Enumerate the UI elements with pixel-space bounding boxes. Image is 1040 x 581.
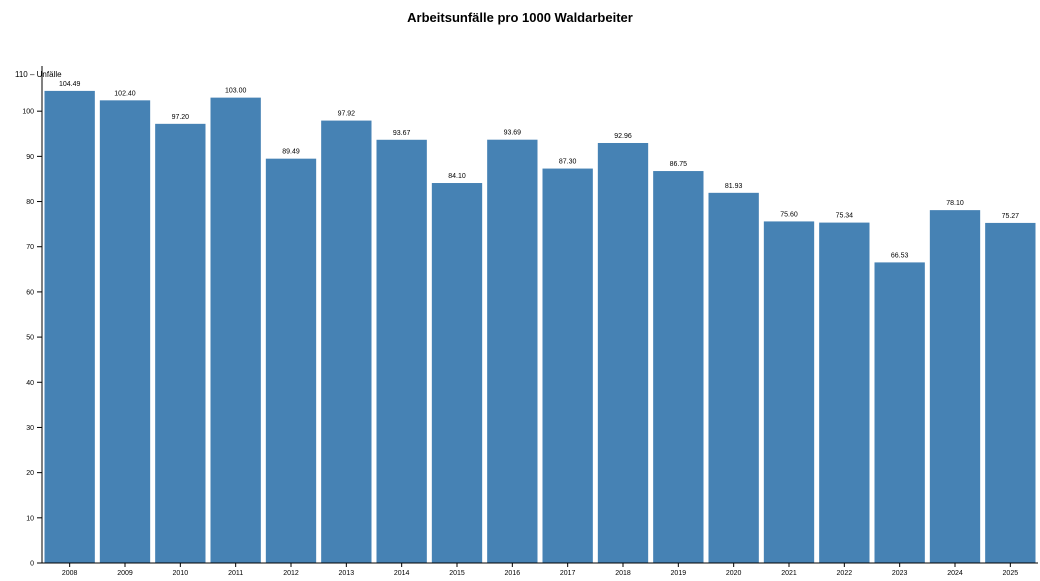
bar-2008	[44, 90, 95, 564]
y-tick-label: 0	[30, 561, 34, 568]
bar-2020	[708, 192, 759, 563]
x-tick-label: 2015	[449, 570, 465, 577]
y-tick-label: 40	[26, 380, 34, 387]
y-axis-label: 110 – Unfälle	[15, 70, 62, 79]
y-tick-label: 80	[26, 199, 34, 206]
y-tick-label: 90	[26, 154, 34, 161]
data-label-2019: 86.75	[670, 161, 688, 168]
y-tick-label: 20	[26, 470, 34, 477]
y-tick-label: 10	[26, 515, 34, 522]
x-tick-label: 2012	[283, 570, 299, 577]
y-tick-label: 70	[26, 244, 34, 251]
bar-2023	[874, 262, 925, 563]
data-label-2018: 92.96	[614, 133, 632, 140]
data-label-2009: 102.40	[114, 90, 136, 97]
bars-group: 104.49 102.40 97.20 103.00 89.49 97.92 93.67 84…	[44, 81, 1036, 564]
x-tick-label: 2020	[726, 570, 742, 577]
x-tick-label: 2013	[339, 570, 355, 577]
x-tick-label: 2010	[173, 570, 189, 577]
bar-2024	[929, 210, 981, 563]
bar-2015	[431, 183, 483, 563]
data-label-2010: 97.20	[172, 114, 190, 121]
x-tick-label: 2016	[505, 570, 521, 577]
x-tick-label: 2018	[615, 570, 631, 577]
y-tick-label: 30	[26, 425, 34, 432]
bar-2012	[265, 158, 317, 563]
bar-2010	[155, 123, 206, 563]
bar-2019	[653, 171, 704, 563]
x-tick-label: 2008	[62, 570, 78, 577]
bar-2009	[99, 100, 151, 563]
x-tick-label: 2011	[228, 570, 243, 577]
data-label-2008: 104.49	[59, 81, 81, 88]
x-tick-label: 2025	[1003, 570, 1019, 577]
data-label-2013: 97.92	[338, 111, 356, 118]
x-tick-label: 2014	[394, 570, 410, 577]
x-tick-label: 2023	[892, 570, 908, 577]
data-label-2012: 89.49	[282, 149, 300, 156]
data-label-2023: 66.53	[891, 252, 909, 259]
y-tick-label: 60	[26, 289, 34, 296]
bar-2011	[210, 97, 261, 564]
data-label-2015: 84.10	[448, 173, 466, 180]
data-label-2017: 87.30	[559, 159, 577, 166]
y-tick-label: 100	[22, 109, 34, 116]
data-label-2025: 75.27	[1002, 213, 1020, 220]
data-label-2022: 75.34	[836, 213, 854, 220]
bar-2016	[487, 139, 538, 564]
x-tick-label: 2022	[837, 570, 853, 577]
bar-2021	[763, 221, 815, 563]
y-tick-label: 50	[26, 335, 34, 342]
bar-2022	[819, 222, 870, 563]
bar-2025	[985, 222, 1036, 564]
data-label-2021: 75.60	[780, 211, 798, 218]
chart-title: Arbeitsunfälle pro 1000 Waldarbeiter	[407, 10, 633, 25]
x-tick-label: 2024	[947, 570, 963, 577]
data-label-2024: 78.10	[946, 200, 964, 207]
bar-2014	[376, 139, 427, 563]
bar-2018	[597, 142, 649, 564]
bar-2017	[542, 168, 593, 563]
x-tick-label: 2021	[781, 570, 797, 577]
bar-2013	[321, 120, 372, 563]
data-label-2016: 93.69	[504, 130, 522, 137]
data-label-2014: 93.67	[393, 130, 411, 137]
x-tick-label: 2017	[560, 570, 576, 577]
data-label-2020: 81.93	[725, 183, 743, 190]
x-axis: 2008 2009 2010 2011 2012 2013 2014 2015 2016 2017…	[42, 562, 1038, 577]
x-tick-label: 2009	[117, 570, 133, 577]
y-axis: 0 10 20 30 40 50 60 70 80 90 100	[22, 66, 43, 568]
x-tick-label: 2019	[671, 570, 687, 577]
data-label-2011: 103.00	[225, 88, 247, 95]
